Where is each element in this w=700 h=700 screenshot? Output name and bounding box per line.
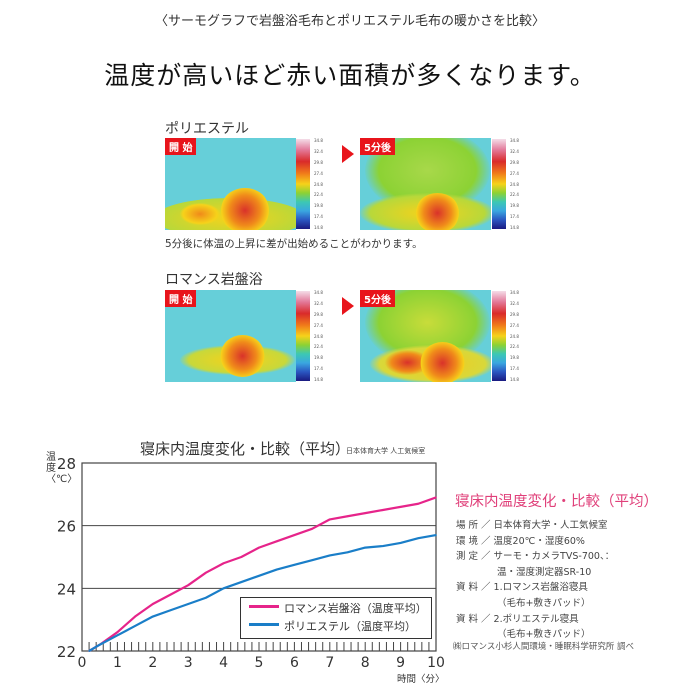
color-scale-bar [296, 139, 310, 229]
section-title-romance: ロマンス岩盤浴 [165, 272, 263, 288]
legend-label-romance: ロマンス岩盤浴（温度平均） [284, 602, 427, 615]
thermograph-polyester-5min: 5分後 [360, 138, 491, 230]
info-line: 資 料 ／ 2.ポリエステル寝具 [456, 613, 579, 625]
data-point [275, 568, 278, 571]
info-list: 場 所 ／ 日本体育大学・人工気候室 環 境 ／ 温度20℃・湿度60% 測 定… [456, 518, 614, 643]
x-axis-label: 時間〈分〉 [397, 674, 445, 685]
x-tick-label: 2 [148, 655, 157, 671]
data-point [435, 534, 437, 536]
data-point [205, 596, 207, 599]
data-point [364, 512, 367, 514]
data-point [382, 545, 384, 547]
arrow-right-icon [342, 145, 354, 163]
data-point [364, 546, 367, 549]
data-point [399, 542, 402, 544]
color-scale-labels: 34.8 32.4 29.8 27.4 24.8 22.4 19.8 17.4 14.8 [510, 290, 519, 382]
data-point [169, 609, 172, 612]
data-point [382, 509, 384, 511]
data-point [134, 615, 136, 618]
color-scale-bar [492, 139, 506, 229]
info-line: 環 境 ／ 温度20℃・湿度60% [456, 535, 585, 547]
data-point [169, 593, 172, 596]
info-line: （毛布+敷きパッド） [456, 597, 591, 609]
color-scale-labels: 34.8 32.4 29.8 27.4 24.8 22.4 19.8 17.4 14.8 [314, 138, 323, 230]
info-line: 測 定 ／ サーモ・カメラTVS-700、： [456, 551, 615, 563]
x-tick-label: 10 [427, 655, 445, 671]
data-point [417, 502, 420, 505]
data-point [116, 631, 119, 633]
data-point [329, 518, 331, 521]
subtitle: 〈サーモグラフで岩盤浴毛布とポリエステル毛布の暖かさを比較〉 [154, 14, 545, 29]
color-scale-bar [492, 291, 506, 381]
data-point [417, 537, 420, 539]
data-point [329, 554, 331, 557]
data-point [205, 571, 207, 574]
data-point [240, 556, 243, 558]
y-tick-label: 28 [57, 455, 76, 473]
chart-title: 寝床内温度変化・比較（平均） [140, 440, 351, 458]
y-tick-label: 24 [57, 580, 76, 598]
badge-5min: 5分後 [360, 138, 395, 155]
info-line: 温・湿度測定器SR-10 [456, 566, 592, 578]
data-point [346, 515, 349, 518]
color-scale-labels: 34.8 32.4 29.8 27.4 24.8 22.4 19.8 17.4 14.8 [314, 290, 323, 382]
data-point [275, 540, 278, 543]
headline: 温度が高いほど赤い面積が多くなります。 [104, 61, 596, 90]
data-point [240, 581, 243, 583]
chart-legend: ロマンス岩盤浴（温度平均） ポリエステル（温度平均） [240, 597, 432, 639]
legend-swatch-romance [249, 605, 279, 608]
info-title: 寝床内温度変化・比較（平均） [455, 494, 658, 510]
info-line: （毛布+敷きパッド） [456, 629, 591, 641]
x-tick-label: 4 [219, 655, 228, 671]
badge-5min: 5分後 [360, 290, 395, 307]
data-point [88, 650, 90, 652]
data-point [346, 551, 349, 554]
legend-swatch-polyester [249, 623, 279, 626]
info-line: 場 所 ／ 日本体育大学・人工気候室 [456, 520, 608, 531]
x-tick-label: 5 [255, 655, 264, 671]
data-point [116, 634, 119, 637]
data-point [222, 587, 225, 590]
thermograph-caption: 5分後に体温の上昇に差が出始めることがわかります。 [165, 238, 423, 250]
color-scale-labels: 34.8 32.4 29.8 27.4 24.8 22.4 19.8 17.4 14.8 [510, 138, 519, 230]
data-point [134, 625, 136, 627]
badge-start: 開 始 [165, 138, 197, 155]
data-point [311, 559, 313, 561]
data-point [187, 603, 189, 605]
thermograph-polyester-start: 開 始 [165, 138, 296, 230]
data-point [98, 643, 101, 646]
data-point [187, 584, 189, 586]
x-tick-label: 3 [184, 655, 193, 671]
x-tick-label: 1 [113, 655, 122, 671]
data-point [222, 562, 225, 565]
data-point [258, 546, 260, 549]
x-tick-label: 7 [325, 655, 334, 671]
y-tick-label: 22 [57, 643, 76, 661]
x-tick-label: 0 [78, 655, 87, 671]
chart-source: 日本体育大学 人工気候室 [346, 447, 426, 455]
info-line: 資 料 ／ 1.ロマンス岩盤浴寝具 [456, 582, 588, 594]
y-tick-label: 26 [57, 518, 76, 536]
data-point [293, 564, 296, 566]
arrow-right-icon [342, 297, 354, 315]
x-tick-label: 8 [361, 655, 370, 671]
x-tick-label: 6 [290, 655, 299, 671]
data-point [435, 496, 437, 499]
data-point [152, 615, 154, 618]
info-footer: ㈱ロマンス小杉人間環境・睡眠科学研究所 調べ [453, 642, 635, 652]
data-point [293, 534, 296, 536]
section-title-polyester: ポリエステル [165, 121, 249, 137]
data-point [258, 575, 260, 577]
data-point [399, 506, 402, 508]
thermograph-romance-5min: 5分後 [360, 290, 491, 382]
data-point [311, 528, 313, 530]
x-tick-label: 9 [396, 655, 405, 671]
thermograph-romance-start: 開 始 [165, 290, 296, 382]
color-scale-bar [296, 291, 310, 381]
legend-label-polyester: ポリエステル（温度平均） [284, 620, 416, 633]
badge-start: 開 始 [165, 290, 197, 307]
data-point [152, 603, 154, 605]
